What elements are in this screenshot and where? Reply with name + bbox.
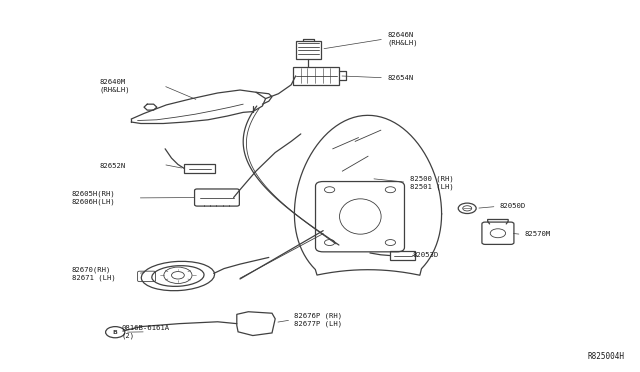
Text: 82654N: 82654N — [387, 75, 413, 81]
Text: 82050D: 82050D — [499, 203, 525, 209]
Text: 82500 (RH)
82501 (LH): 82500 (RH) 82501 (LH) — [410, 175, 453, 189]
Text: 0816B-6161A
(2): 0816B-6161A (2) — [122, 325, 170, 339]
Text: 82670(RH)
82671 (LH): 82670(RH) 82671 (LH) — [72, 266, 115, 280]
Text: 82676P (RH)
82677P (LH): 82676P (RH) 82677P (LH) — [294, 313, 342, 327]
Bar — [390, 251, 415, 260]
Text: 82605H(RH)
82606H(LH): 82605H(RH) 82606H(LH) — [72, 191, 115, 205]
Text: 82570M: 82570M — [525, 231, 551, 237]
Text: 82053D: 82053D — [413, 252, 439, 258]
Text: R825004H: R825004H — [587, 352, 624, 361]
Text: B: B — [113, 330, 118, 335]
Text: 82640M
(RH&LH): 82640M (RH&LH) — [99, 78, 130, 93]
Bar — [184, 164, 215, 173]
Text: 82646N
(RH&LH): 82646N (RH&LH) — [387, 32, 418, 46]
Text: 82652N: 82652N — [99, 163, 125, 169]
